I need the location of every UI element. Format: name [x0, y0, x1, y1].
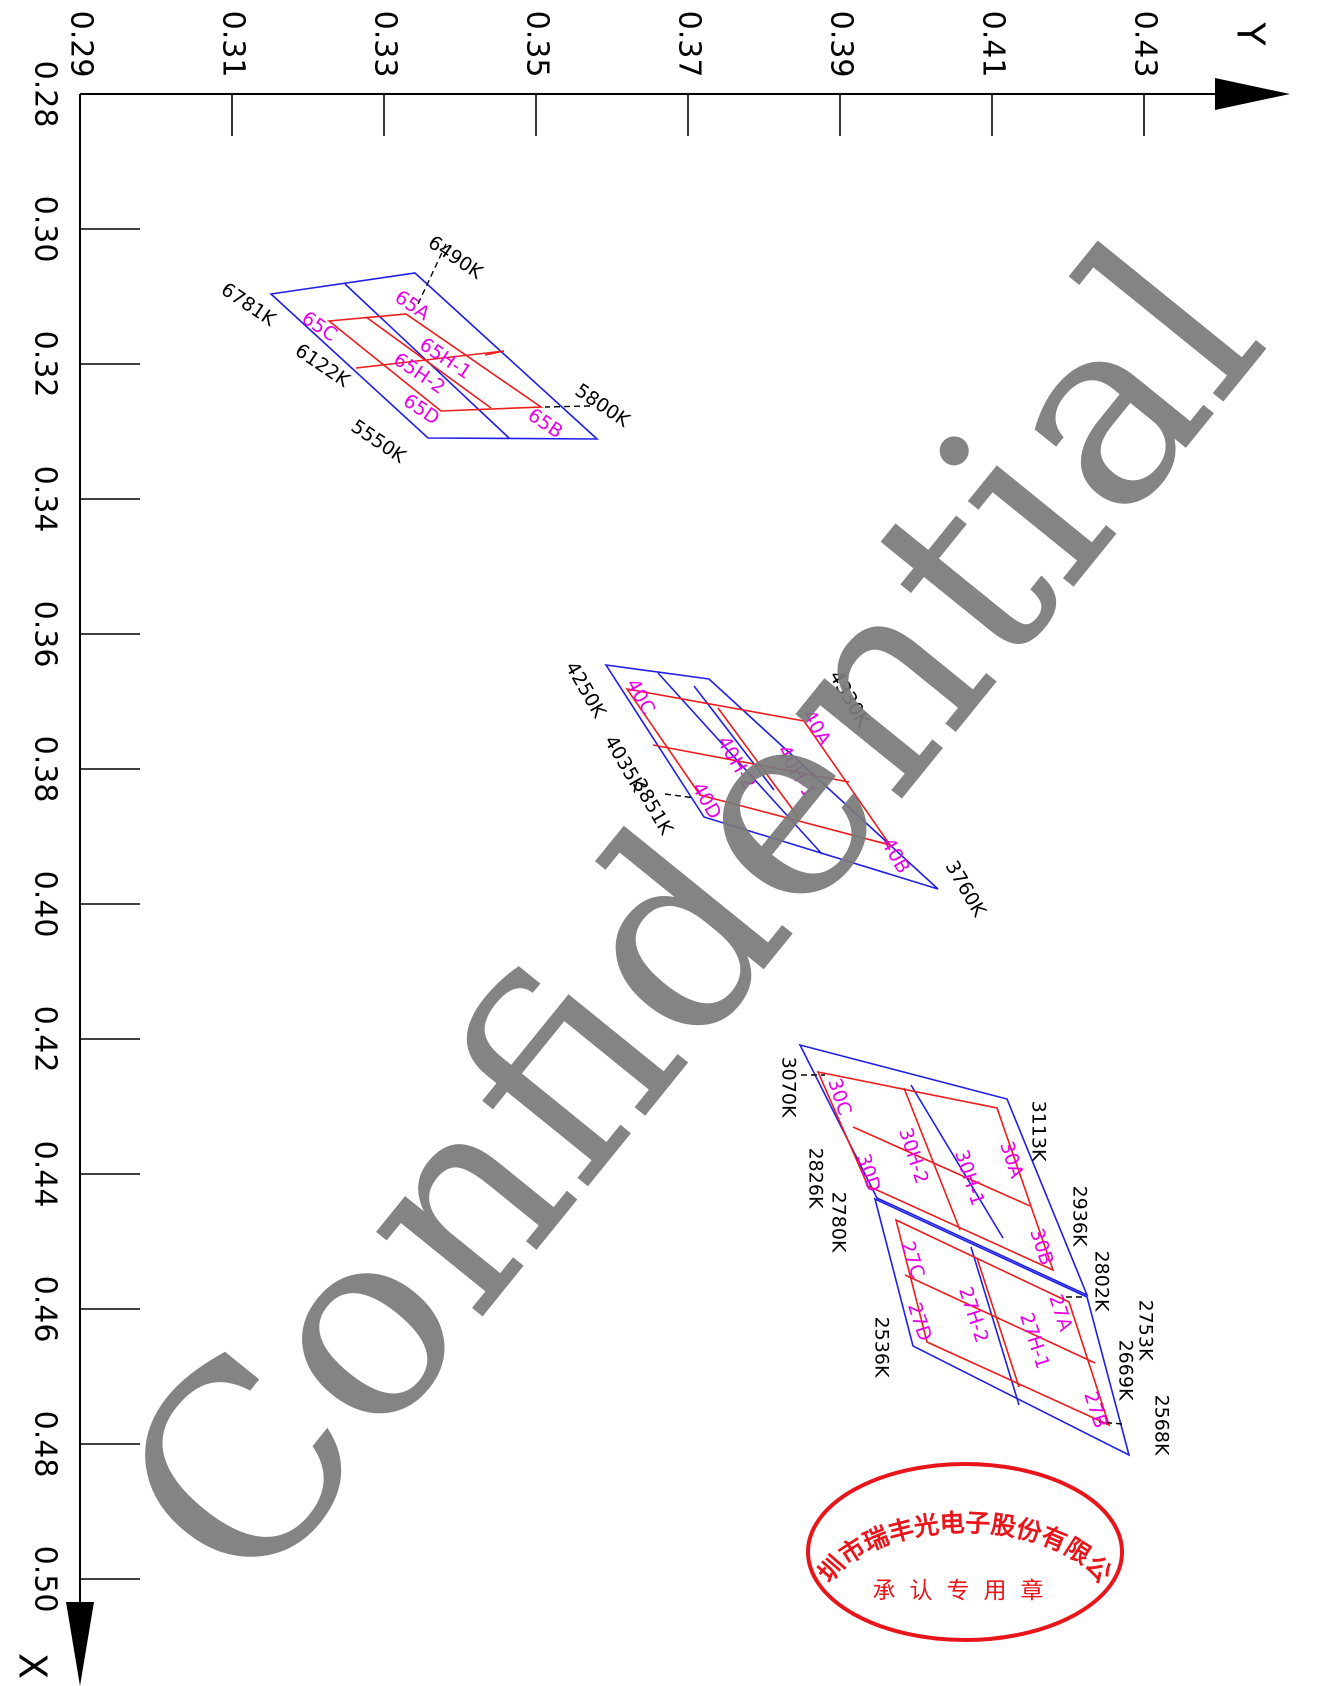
bin-label: 30B	[1025, 1226, 1057, 1268]
y-tick-label: 0.33	[368, 11, 403, 78]
cct-label: 6122K	[291, 339, 354, 392]
cct-label: 5550K	[347, 415, 410, 468]
cct-label: 4250K	[561, 658, 611, 722]
group-27-inner-divider-2	[904, 1274, 1096, 1364]
group-65-extension-1	[484, 350, 505, 356]
y-tick-label: 0.39	[824, 11, 859, 78]
bin-label: 27B	[1079, 1389, 1111, 1431]
cct-label: 2568K	[1151, 1395, 1173, 1456]
axis-names: Y X	[11, 21, 1273, 1679]
seal-inner-text: 承认专用章	[873, 1578, 1058, 1604]
group-40-inner-boundary	[625, 687, 892, 847]
y-axis-ticks: 0.29 0.31 0.33 0.35 0.37 0.39 0.41 0.43	[64, 11, 1163, 136]
group-40-divider	[657, 672, 823, 855]
y-tick-label: 0.29	[64, 11, 99, 78]
group-30-divider	[910, 1084, 1004, 1239]
seal-outer-text: 深圳市瑞丰光电子股份有限公司	[812, 1508, 1117, 1588]
bin-label: 27A	[1044, 1292, 1076, 1334]
seal-outer-ring	[806, 1462, 1124, 1642]
bin-group-65	[269, 243, 600, 440]
cct-label: 6490K	[424, 231, 487, 284]
cct-label: 2753K	[1135, 1300, 1157, 1361]
y-tick-label: 0.37	[672, 11, 707, 78]
group-27-divider	[970, 1246, 1020, 1406]
x-tick-label: 0.48	[28, 1411, 63, 1478]
group-65-inner-divider-2	[355, 350, 505, 369]
bin-group-40	[604, 663, 939, 890]
group-65-inner-boundary	[326, 313, 544, 412]
cct-label: 3760K	[941, 857, 991, 921]
group-65-leader-right	[544, 405, 591, 408]
group-30-inner-boundary	[816, 1070, 1055, 1272]
bin-label: 30D	[852, 1151, 885, 1195]
y-tick-label: 0.43	[1128, 11, 1163, 78]
x-tick-label: 0.38	[28, 736, 63, 803]
cct-label: 2936K	[1069, 1186, 1091, 1247]
y-axis-name: Y	[1229, 21, 1273, 46]
x-axis-arrow-icon	[66, 1602, 94, 1686]
y-tick-label: 0.35	[520, 11, 555, 78]
group-40-leader	[664, 793, 696, 799]
x-tick-label: 0.34	[28, 466, 63, 533]
x-tick-label: 0.44	[28, 1141, 63, 1208]
bin-label: 30C	[823, 1076, 855, 1118]
group-27-leader	[1098, 1421, 1123, 1425]
cct-labels: 6490K 6781K 6122K 5550K 5800K 4250K 4330…	[217, 231, 1173, 1455]
bin-label: 27H-2	[954, 1284, 993, 1345]
cct-label: 2780K	[828, 1192, 850, 1253]
x-tick-label: 0.50	[28, 1546, 63, 1613]
x-axis-name: X	[11, 1653, 55, 1679]
group-65-outer-boundary	[269, 272, 600, 440]
cct-label: 6781K	[217, 278, 280, 331]
group-40-outer-boundary	[604, 663, 939, 890]
bin-label: 30H-2	[894, 1125, 933, 1186]
group-30-inner-divider-2	[852, 1126, 1031, 1207]
x-tick-label: 0.28	[28, 61, 63, 128]
x-tick-label: 0.36	[28, 601, 63, 668]
approval-seal: 深圳市瑞丰光电子股份有限公司 承认专用章	[806, 1462, 1124, 1642]
bin-label: 27C	[896, 1239, 928, 1281]
axes	[79, 93, 1215, 1610]
cct-label: 2802K	[1091, 1251, 1113, 1312]
y-axis-arrow-icon	[1215, 78, 1290, 110]
bin-label: 65B	[524, 404, 567, 443]
x-tick-label: 0.30	[28, 196, 63, 263]
bin-label: 30H-1	[950, 1147, 989, 1208]
confidential-watermark: Confidential	[62, 189, 1320, 1642]
bin-group-30-27	[798, 1043, 1131, 1457]
group-27-outer-boundary	[873, 1197, 1131, 1457]
bin-label: 30A	[995, 1139, 1027, 1181]
y-tick-label: 0.31	[216, 11, 251, 78]
group-30-inner-divider-1	[903, 1087, 961, 1231]
x-tick-label: 0.40	[28, 871, 63, 938]
cct-label: 2669K	[1115, 1340, 1137, 1401]
cct-label: 3070K	[778, 1057, 800, 1118]
cct-label: 3113K	[1028, 1101, 1050, 1162]
bin-label: 27D	[903, 1300, 936, 1344]
cct-label: 2536K	[871, 1317, 893, 1378]
x-tick-label: 0.46	[28, 1276, 63, 1343]
y-tick-label: 0.41	[976, 11, 1011, 78]
cct-label: 2826K	[805, 1148, 827, 1209]
group-40-inner-divider-1	[717, 707, 800, 819]
group-40-inner-divider-2	[652, 744, 850, 783]
x-tick-label: 0.42	[28, 1006, 63, 1073]
group-65-inner-divider-1	[365, 316, 492, 409]
group-65-leader-top	[417, 243, 447, 305]
group-27-inner-divider-1	[976, 1257, 1020, 1388]
x-axis-ticks: 0.28 0.30 0.32 0.34 0.36 0.38 0.40 0.42 0.44 0.46…	[28, 61, 140, 1613]
x-tick-label: 0.32	[28, 331, 63, 398]
group-27-inner-boundary	[894, 1218, 1111, 1427]
